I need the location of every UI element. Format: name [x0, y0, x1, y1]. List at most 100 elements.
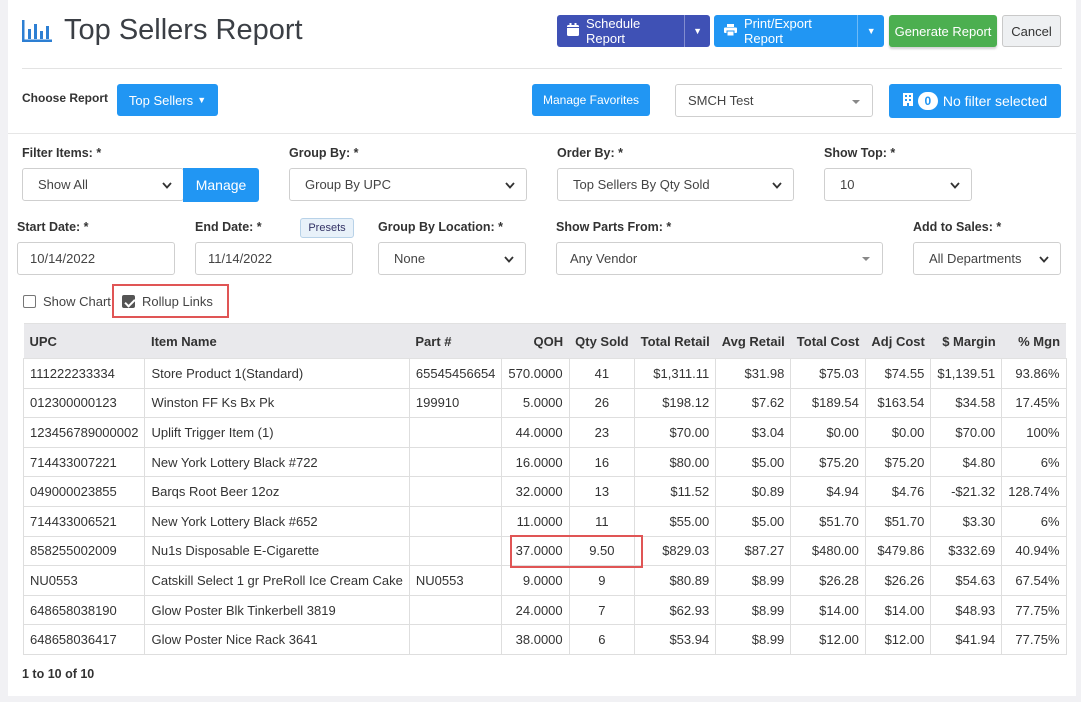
table-cell: 648658038190: [22, 594, 146, 626]
manage-button[interactable]: Manage: [183, 168, 259, 202]
generate-report-button[interactable]: Generate Report: [889, 15, 997, 47]
table-cell: $55.00: [634, 505, 717, 537]
table-cell: 049000023855: [22, 476, 146, 507]
table-row[interactable]: 858255002009 Nu1s Disposable E-Cigarette 3…: [22, 535, 1067, 567]
table-cell: $26.26: [864, 565, 932, 596]
filter-selection-button[interactable]: 0 No filter selected: [889, 84, 1061, 118]
table-cell: $8.99: [715, 565, 792, 596]
print-export-button[interactable]: Print/Export Report ▼: [714, 15, 884, 47]
table-row[interactable]: 123456789000002 Uplift Trigger Item (1) 44…: [22, 417, 1067, 448]
table-row[interactable]: 648658038190 Glow Poster Blk Tinkerbell 3…: [22, 594, 1067, 626]
table-cell: 714433006521: [22, 505, 146, 537]
checkbox-icon[interactable]: [23, 295, 36, 308]
table-cell: $12.00: [864, 624, 932, 655]
table-cell: $26.28: [790, 565, 866, 596]
filter-items-select[interactable]: Show All: [22, 168, 184, 201]
table-row[interactable]: NU0553 Catskill Select 1 gr PreRoll Ice C…: [22, 565, 1067, 596]
top-sellers-table: UPC Item Name Part # QOH Qty Sold Total …: [22, 323, 1067, 655]
manage-favorites-button[interactable]: Manage Favorites: [532, 84, 650, 116]
filter-items-value: Show All: [38, 177, 88, 192]
end-date-input[interactable]: 11/14/2022: [195, 242, 353, 275]
chevron-down-icon[interactable]: ▼: [684, 15, 710, 47]
table-cell: $1,311.11: [634, 358, 717, 389]
end-date-label: End Date: *: [195, 220, 262, 234]
table-row[interactable]: 714433007221 New York Lottery Black #722 1…: [22, 446, 1067, 478]
cancel-button[interactable]: Cancel: [1002, 15, 1061, 47]
table-row[interactable]: 012300000123 Winston FF Ks Bx Pk 199910 5.0…: [22, 387, 1067, 419]
table-cell: $48.93: [930, 594, 1003, 626]
column-header[interactable]: Qty Sold: [569, 323, 635, 359]
table-cell: $51.70: [864, 505, 932, 537]
column-header[interactable]: Total Cost: [790, 323, 866, 359]
chevron-down-icon: [505, 182, 515, 189]
table-cell: 100%: [1001, 417, 1067, 448]
group-location-select[interactable]: None: [378, 242, 526, 275]
show-chart-checkbox[interactable]: Show Chart: [23, 294, 111, 309]
table-cell: $189.54: [790, 387, 866, 419]
table-row[interactable]: 714433006521 New York Lottery Black #652 1…: [22, 505, 1067, 537]
rollup-links-label: Rollup Links: [142, 294, 213, 309]
column-header[interactable]: Part #: [409, 323, 502, 359]
checked-checkbox-icon[interactable]: [122, 295, 135, 308]
table-cell: $14.00: [864, 594, 932, 626]
store-select-value: SMCH Test: [688, 93, 754, 108]
table-cell: $75.03: [790, 358, 866, 389]
add-sales-select[interactable]: All Departments: [913, 242, 1061, 275]
table-cell: 6%: [1001, 505, 1067, 537]
column-header[interactable]: Item Name: [144, 323, 410, 359]
group-by-value: Group By UPC: [305, 177, 391, 192]
table-cell: 111222233334: [22, 358, 146, 389]
order-by-select[interactable]: Top Sellers By Qty Sold: [557, 168, 794, 201]
table-cell: 77.75%: [1001, 594, 1067, 626]
chevron-down-icon[interactable]: ▼: [857, 15, 884, 47]
table-cell: 44.0000: [501, 417, 570, 448]
start-date-input[interactable]: 10/14/2022: [17, 242, 175, 275]
group-by-label: Group By: *: [289, 146, 359, 160]
bar-chart-icon: [22, 20, 52, 42]
table-cell: $12.00: [790, 624, 866, 655]
table-row[interactable]: 648658036417 Glow Poster Nice Rack 3641 38…: [22, 624, 1067, 655]
table-cell: 714433007221: [22, 446, 146, 478]
table-row[interactable]: 111222233334 Store Product 1(Standard) 655…: [22, 358, 1067, 389]
filter-label: No filter selected: [942, 93, 1048, 109]
column-header[interactable]: % Mgn: [1001, 323, 1067, 359]
table-cell: $14.00: [790, 594, 866, 626]
column-header[interactable]: Avg Retail: [715, 323, 791, 359]
table-cell: Glow Poster Nice Rack 3641: [144, 624, 410, 655]
table-cell: 570.0000: [501, 358, 570, 389]
table-cell: $1,139.51: [930, 358, 1003, 389]
store-select[interactable]: SMCH Test: [675, 84, 873, 117]
table-cell: 38.0000: [501, 624, 570, 655]
rollup-links-checkbox[interactable]: Rollup Links: [122, 294, 213, 309]
table-cell: 13: [568, 476, 636, 507]
table-cell: NU0553: [22, 565, 146, 596]
presets-button[interactable]: Presets: [300, 218, 354, 238]
column-header[interactable]: Total Retail: [634, 323, 716, 359]
calendar-icon: [567, 23, 579, 39]
table-cell: $70.00: [930, 417, 1003, 448]
choose-report-label: Choose Report: [22, 91, 109, 105]
add-sales-value: All Departments: [929, 251, 1022, 266]
table-row[interactable]: 049000023855 Barqs Root Beer 12oz 32.0000 1…: [22, 476, 1067, 507]
table-cell: [408, 446, 503, 478]
report-dropdown-button[interactable]: Top Sellers ▼: [117, 84, 218, 116]
group-by-select[interactable]: Group By UPC: [289, 168, 527, 201]
table-cell: $41.94: [930, 624, 1003, 655]
table-cell: 11: [568, 505, 636, 537]
column-header[interactable]: QOH: [501, 323, 570, 359]
column-header[interactable]: Adj Cost: [865, 323, 931, 359]
table-cell: 23: [568, 417, 636, 448]
table-cell: 77.75%: [1001, 624, 1067, 655]
table-cell: $4.94: [790, 476, 866, 507]
column-header[interactable]: $ Margin: [930, 323, 1002, 359]
schedule-report-button[interactable]: Schedule Report ▼: [557, 15, 710, 47]
building-icon: [902, 93, 913, 109]
table-cell: 6: [568, 624, 636, 655]
table-cell: 67.54%: [1001, 565, 1067, 596]
table-cell: Barqs Root Beer 12oz: [144, 476, 410, 507]
column-header[interactable]: UPC: [23, 323, 145, 359]
show-chart-label: Show Chart: [43, 294, 111, 309]
print-icon: [724, 23, 737, 39]
show-parts-select[interactable]: Any Vendor: [556, 242, 883, 275]
show-top-select[interactable]: 10: [824, 168, 972, 201]
